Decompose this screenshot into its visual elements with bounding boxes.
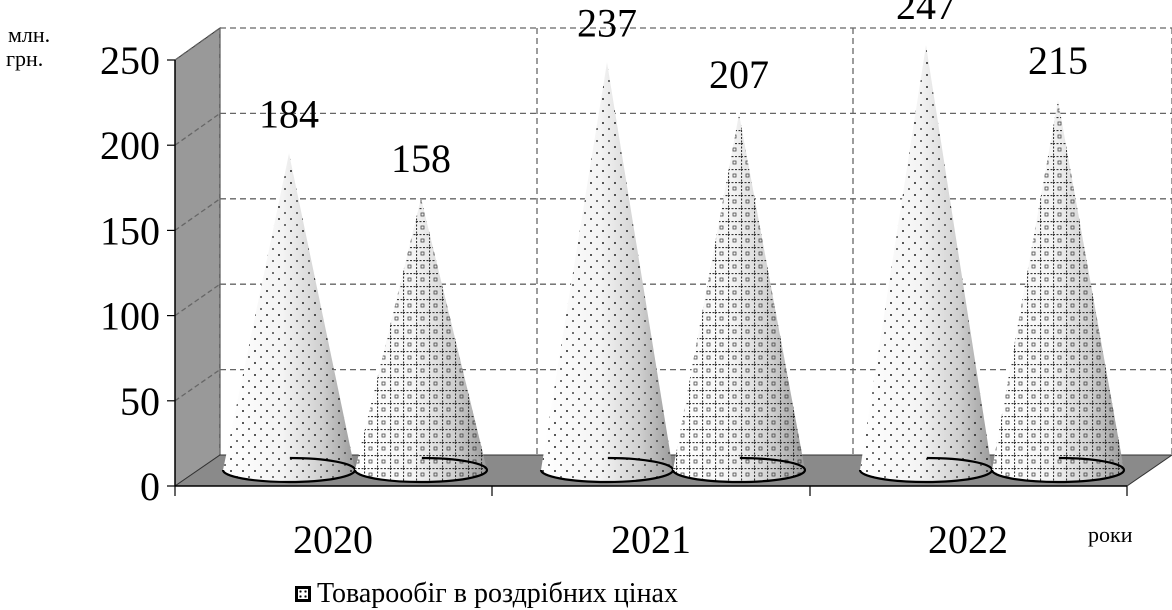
value-labels: 184 237 247 158 207 215 [259, 0, 1088, 181]
value-label-2020-series-2: 158 [391, 136, 451, 181]
legend-swatch-icon [295, 586, 311, 602]
cone-2021-series-2 [671, 113, 807, 484]
cone-2021-series-1 [539, 62, 675, 484]
wall-gridline-250 [174, 27, 221, 61]
cone-2020-series-2 [353, 198, 489, 484]
axes: 0 50 100 150 200 250 2020 2021 2022 [100, 38, 1128, 562]
y-tick-label-100: 100 [100, 294, 160, 339]
y-tick-label-200: 200 [100, 123, 160, 168]
cone-2022-series-1 [858, 45, 994, 484]
left-wall [174, 27, 221, 487]
x-tick-label-2022: 2022 [928, 517, 1008, 562]
legend-label: Товарообіг в роздрібних цінах [317, 578, 678, 609]
wall-gridline-50 [174, 369, 221, 402]
cone-2020-series-1 [221, 153, 357, 484]
wall-gridline-200 [174, 112, 221, 146]
value-label-2022-series-1: 247 [896, 0, 956, 28]
wall-gridline-100 [174, 283, 221, 317]
y-tick-label-150: 150 [100, 208, 160, 253]
y-tick-label-50: 50 [120, 379, 160, 424]
wall-gridline-150 [174, 198, 221, 231]
x-tick-label-2020: 2020 [293, 517, 373, 562]
value-label-2020-series-1: 184 [259, 92, 319, 137]
legend: Товарообіг в роздрібних цінах [295, 578, 678, 610]
x-tick-label-2021: 2021 [611, 517, 691, 562]
y-tick-label-250: 250 [100, 38, 160, 83]
cones [221, 45, 1126, 484]
value-label-2021-series-1: 237 [577, 0, 637, 45]
y-axis-unit-line1: млн. [8, 22, 51, 47]
cone-2022-series-2 [990, 100, 1126, 484]
value-label-2021-series-2: 207 [709, 52, 769, 97]
value-label-2022-series-2: 215 [1028, 38, 1088, 83]
y-axis-unit-line2: грн. [6, 46, 44, 71]
y-tick-label-0: 0 [140, 464, 160, 509]
x-axis-unit: роки [1088, 522, 1133, 547]
